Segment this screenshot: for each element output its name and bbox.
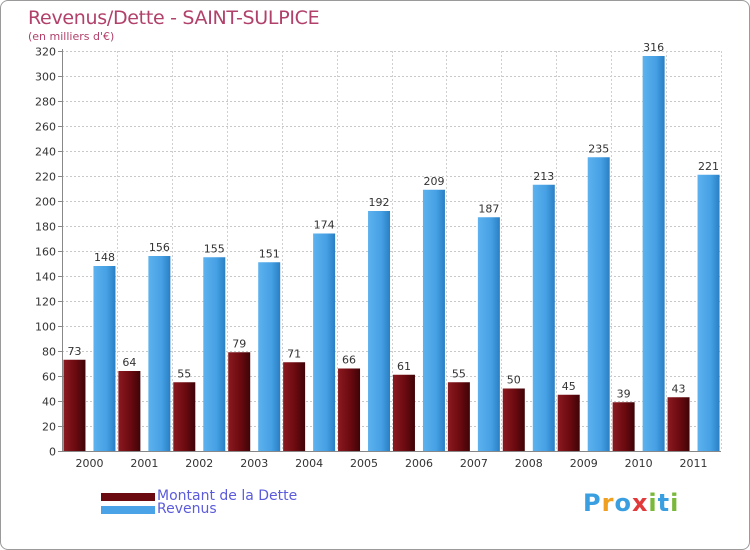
bar-layer [63,56,720,451]
logo-letter: P [583,489,602,517]
data-label-debt: 50 [507,374,521,387]
x-tick-label: 2004 [295,457,323,470]
data-label-revenue: 151 [259,247,280,260]
bar-debt [173,382,196,451]
data-label-debt: 39 [617,387,631,400]
bar-debt [667,397,690,451]
data-label-revenue: 209 [423,175,444,188]
bar-debt [557,394,580,451]
bar-debt [502,388,525,451]
data-label-revenue: 187 [478,202,499,215]
data-label-debt: 71 [287,347,301,360]
data-label-revenue: 221 [698,160,719,173]
x-tick-label: 2005 [350,457,378,470]
legend-label-debt: Montant de la Dette [157,488,298,504]
data-label-revenue: 213 [533,170,554,183]
y-tick-label: 80 [42,346,56,359]
data-label-revenue: 192 [369,196,390,209]
label-layer: 73 148 64 156 55 155 79 151 71 174 66 192 61 209 55 187… [67,41,719,400]
y-tick-label: 40 [42,396,56,409]
data-label-revenue: 174 [314,219,335,232]
bar-revenue [587,157,610,451]
data-label-debt: 45 [562,380,576,393]
y-tick-label: 120 [35,296,56,309]
data-label-debt: 55 [452,367,466,380]
bar-debt [118,371,141,451]
y-tick-label: 180 [35,221,56,234]
y-tick-label: 60 [42,371,56,384]
x-tick-label: 2006 [405,457,433,470]
y-tick-label: 280 [35,96,56,109]
bar-revenue [313,233,336,451]
data-label-debt: 79 [232,337,246,350]
bar-debt [612,402,635,451]
bar-revenue [477,217,500,451]
chart-subtitle: (en milliers d'€) [28,30,115,43]
data-label-revenue: 156 [149,241,170,254]
axis-layer: 0 20 40 60 80 100 120 140 160 180 200 220 240 260 280 3… [35,46,721,470]
logo-letter: r [601,489,615,517]
chart-title: Revenus/Dette - SAINT-SULPICE [28,7,320,29]
bar-revenue [93,266,116,451]
bar-revenue [642,56,665,451]
x-tick-label: 2003 [240,457,268,470]
bar-debt [228,352,251,451]
x-tick-label: 2001 [130,457,158,470]
legend-label-revenue: Revenus [157,501,217,517]
y-tick-label: 140 [35,271,56,284]
bar-revenue [148,256,171,451]
data-label-debt: 43 [672,382,686,395]
x-tick-label: 2011 [680,457,708,470]
bar-revenue [368,211,391,451]
data-label-debt: 61 [397,360,411,373]
legend-swatch-debt [101,493,155,501]
data-label-revenue: 235 [588,142,609,155]
x-tick-label: 2009 [570,457,598,470]
x-tick-label: 2002 [185,457,213,470]
y-tick-label: 0 [49,446,56,459]
logo-letter: i [648,489,658,517]
y-tick-label: 260 [35,121,56,134]
x-tick-label: 2007 [460,457,488,470]
legend-swatch-revenue [101,506,155,514]
bar-debt [447,382,470,451]
x-tick-label: 2008 [515,457,543,470]
y-tick-label: 320 [35,46,56,59]
bar-debt [283,362,306,451]
y-tick-label: 20 [42,421,56,434]
x-tick-label: 2010 [625,457,653,470]
bar-debt [338,368,361,451]
data-label-debt: 66 [342,354,356,367]
y-tick-label: 240 [35,146,56,159]
x-tick-label: 2000 [75,457,103,470]
grid-layer [62,51,722,452]
y-tick-label: 300 [35,71,56,84]
y-tick-label: 100 [35,321,56,334]
proxiti-logo: Proxiti [583,489,679,517]
bar-revenue [203,257,226,451]
data-label-debt: 55 [177,367,191,380]
bar-revenue [422,189,445,451]
bar-debt [392,374,415,451]
data-label-revenue: 316 [643,41,664,54]
bar-revenue [697,174,720,451]
logo-letter: i [670,489,680,517]
y-tick-label: 200 [35,196,56,209]
data-label-debt: 73 [67,345,81,358]
data-label-debt: 64 [122,356,136,369]
y-tick-label: 160 [35,246,56,259]
logo-letter: o [614,489,632,517]
logo-letter: x [631,489,649,517]
logo-letter: t [657,489,671,517]
data-label-revenue: 155 [204,242,225,255]
data-label-revenue: 148 [94,251,115,264]
bar-debt [63,359,86,451]
y-tick-label: 220 [35,171,56,184]
bar-revenue [258,262,281,451]
bar-revenue [532,184,555,451]
